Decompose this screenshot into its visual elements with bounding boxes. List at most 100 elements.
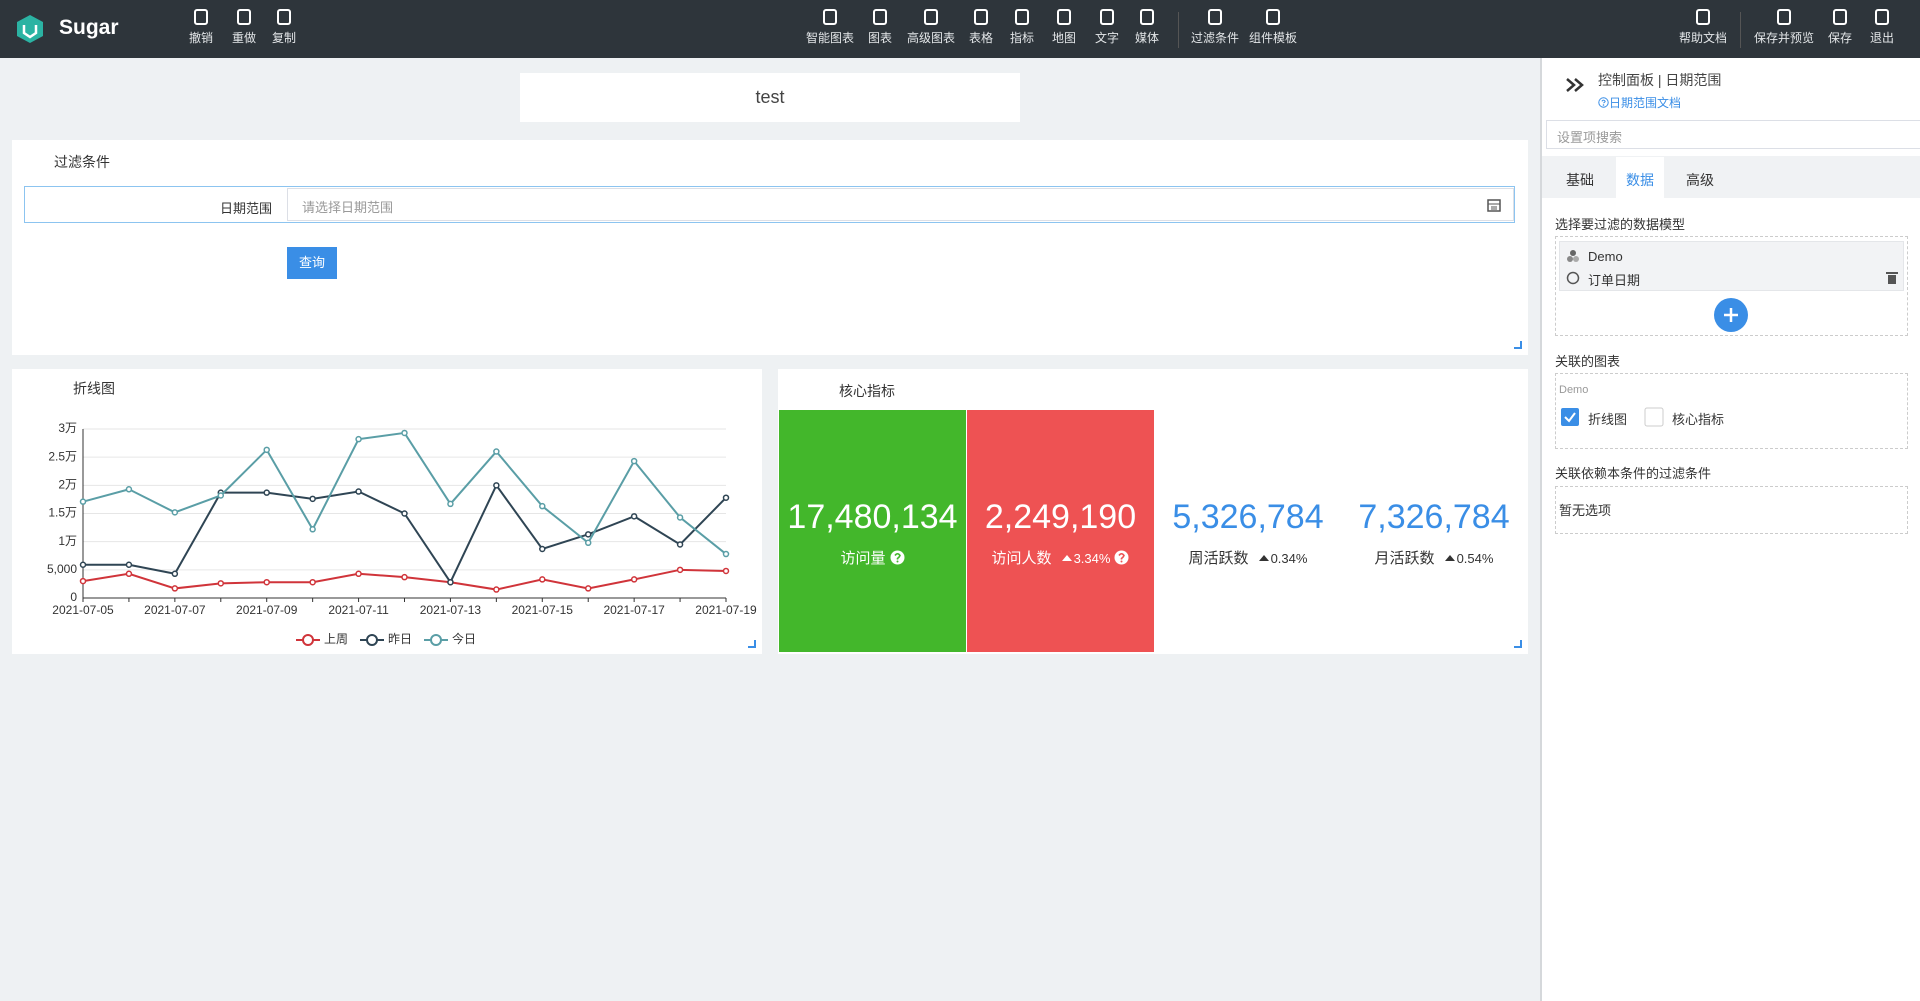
toolbar-icon xyxy=(194,9,208,25)
logo xyxy=(17,15,43,43)
data-point xyxy=(493,448,500,455)
toolbar-button[interactable]: 退出 xyxy=(1842,8,1920,46)
data-point xyxy=(171,585,179,592)
active-tab-bg xyxy=(1616,157,1664,198)
toolbar-label: 重做 xyxy=(231,31,256,45)
toolbar-button[interactable]: 撤销 xyxy=(161,8,241,46)
data-point xyxy=(493,586,500,593)
kpi-change: 3.34% xyxy=(1073,551,1111,566)
toolbar-icon xyxy=(924,9,938,25)
icon-shape xyxy=(1266,9,1280,25)
data-point xyxy=(125,561,133,569)
toolbar-icon xyxy=(1777,9,1791,25)
model-name: Demo xyxy=(1588,249,1623,264)
field-name: 订单日期 xyxy=(1588,273,1641,288)
toolbar-button[interactable]: 指标 xyxy=(982,8,1062,46)
kpi-label-row: 周活跃数 0.34% xyxy=(1155,547,1341,568)
separator xyxy=(1740,12,1741,48)
legend-item[interactable]: 昨日 xyxy=(360,632,412,646)
toolbar-icon xyxy=(1833,9,1847,25)
data-point xyxy=(539,576,546,583)
y-tick-label: 5,000 xyxy=(47,562,77,576)
data-point xyxy=(263,578,270,586)
toolbar-button[interactable]: 重做 xyxy=(204,8,284,46)
toolbar-button[interactable]: 智能图表 xyxy=(790,8,870,46)
group-label: Demo xyxy=(1559,384,1589,396)
y-tick-label: 1.5万 xyxy=(48,506,77,520)
legend-item[interactable]: 今日 xyxy=(424,631,476,646)
kpi-card: 7,326,784 月活跃数 0.54% xyxy=(1341,410,1527,652)
separator xyxy=(1178,12,1179,48)
model-item: Demo 订单日期 xyxy=(1559,241,1904,291)
doc-link[interactable]: 日期范围文档 xyxy=(1598,94,1681,111)
panel-title: 控制面板 | 日期范围 xyxy=(1598,72,1722,88)
kpi-card: 2,249,190 访问人数 3.34% xyxy=(967,410,1154,652)
help-icon[interactable] xyxy=(890,550,905,565)
x-tick-label: 2021-07-17 xyxy=(603,603,665,617)
data-point xyxy=(355,570,362,578)
data-point xyxy=(584,539,592,547)
toolbar-label: 保存 xyxy=(1827,31,1852,45)
y-tick-label: 2万 xyxy=(58,478,77,492)
toolbar-button[interactable]: 媒体 xyxy=(1107,8,1187,46)
checkbox-checked[interactable] xyxy=(1560,407,1580,427)
dashboard-title[interactable]: test xyxy=(520,73,1020,122)
add-button[interactable] xyxy=(1713,297,1749,333)
toolbar-button[interactable]: 文字 xyxy=(1067,8,1147,46)
data-point xyxy=(539,502,546,510)
data-point xyxy=(493,482,500,489)
kpi-label: 访问人数 xyxy=(991,550,1052,567)
line-chart: 折线图 0 5,000 1万 1.5万 2万 2.5万 3万 2021-07-05 2021-0… xyxy=(47,381,757,646)
toolbar-button[interactable]: 组件模板 xyxy=(1233,8,1313,46)
data-point xyxy=(447,578,454,586)
help-icon[interactable] xyxy=(1114,550,1129,565)
data-point xyxy=(171,509,179,516)
toolbar: Sugar 撤销 重做 复制 智能图表 图表 高级图表 表格 指标 地图 文字 媒体 过滤条件 组件模板… xyxy=(0,0,1920,58)
series-line xyxy=(83,483,727,585)
kpi-value: 2,249,190 xyxy=(984,498,1137,536)
model-box: Demo 订单日期 xyxy=(1555,236,1908,336)
toolbar-button[interactable]: 高级图表 xyxy=(891,8,971,46)
kpi-label-row: 访问人数 3.34% xyxy=(967,547,1154,568)
legend-item[interactable]: 上周 xyxy=(296,632,348,646)
x-tick-label: 2021-07-19 xyxy=(695,603,757,617)
icon-shape xyxy=(237,9,251,25)
data-point xyxy=(309,526,316,533)
query-button[interactable]: 查询 xyxy=(287,247,337,279)
toolbar-button[interactable]: 帮助文档 xyxy=(1663,8,1743,46)
search-input[interactable]: 设置项搜索 xyxy=(1546,120,1920,149)
delete-icon[interactable] xyxy=(1886,271,1898,285)
collapse-icon[interactable] xyxy=(1564,76,1586,94)
kpi-label-row: 月活跃数 0.54% xyxy=(1341,547,1527,568)
deps-box: 暂无选项 xyxy=(1555,486,1908,534)
tab[interactable]: 基础 xyxy=(1566,172,1594,188)
date-input[interactable]: 请选择日期范围 xyxy=(287,188,1514,221)
toolbar-button[interactable]: 地图 xyxy=(1024,8,1104,46)
toolbar-button[interactable]: 保存并预览 xyxy=(1744,8,1824,46)
legend-label: 昨日 xyxy=(388,632,412,646)
data-point xyxy=(722,550,730,558)
tab[interactable]: 高级 xyxy=(1686,172,1714,188)
x-tick-label: 2021-07-15 xyxy=(512,603,574,617)
toolbar-button[interactable]: 复制 xyxy=(244,8,324,46)
kpi-card: 17,480,134 访问量 xyxy=(779,410,966,652)
x-tick-label: 2021-07-07 xyxy=(144,603,206,617)
data-point xyxy=(401,573,408,581)
toolbar-icon xyxy=(1696,9,1710,25)
resize-handle[interactable] xyxy=(748,640,756,648)
kpi-label: 月活跃数 xyxy=(1374,550,1435,567)
kpi-label-row: 访问量 xyxy=(779,547,966,568)
toolbar-button[interactable]: 图表 xyxy=(840,8,920,46)
toolbar-label: 文字 xyxy=(1094,31,1119,45)
data-point xyxy=(447,500,454,508)
toolbar-button[interactable]: 过滤条件 xyxy=(1175,8,1255,46)
resize-handle[interactable] xyxy=(1514,341,1522,349)
resize-handle[interactable] xyxy=(1514,640,1522,648)
icon-shape xyxy=(1875,9,1889,25)
data-point xyxy=(263,489,270,496)
checkbox[interactable] xyxy=(1644,407,1664,427)
toolbar-button[interactable]: 表格 xyxy=(941,8,1021,46)
tab-active[interactable]: 数据 xyxy=(1626,172,1654,188)
toolbar-button[interactable]: 保存 xyxy=(1800,8,1880,46)
